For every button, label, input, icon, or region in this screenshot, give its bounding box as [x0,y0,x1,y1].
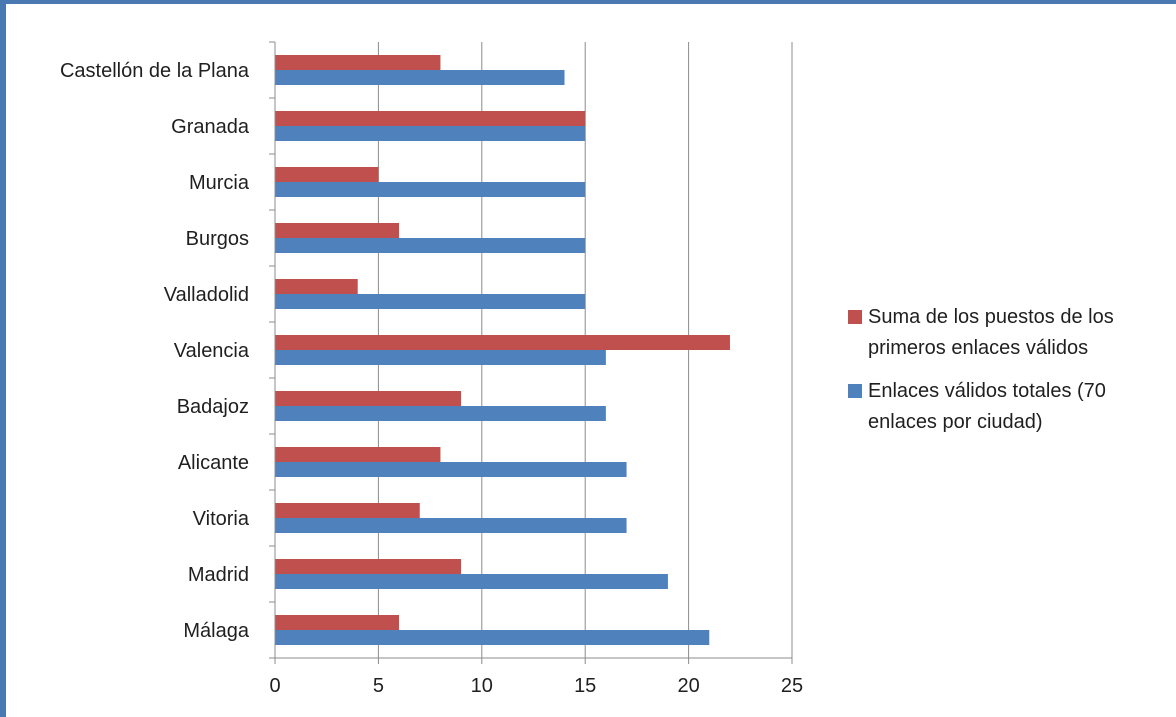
x-tick-label-5: 5 [373,675,384,697]
category-labels: Castellón de la Plana Granada Murcia Burgos… [60,60,250,642]
category-label: Badajoz [177,396,249,418]
legend-swatch-positions [848,310,862,324]
bar-positions-1 [275,55,441,70]
bar-positions-11 [275,615,400,630]
bar-positions-7 [275,391,462,406]
bar-total-links-1 [275,70,565,85]
x-tick-label-20: 20 [677,675,699,697]
bar-positions-9 [275,503,420,518]
bar-total-links-8 [275,462,627,477]
legend-label-total-links: Enlaces válidos totales (70 enlaces por … [868,380,1106,433]
legend-label-positions: Suma de los puestos de los primeros enla… [868,306,1114,359]
category-label: Málaga [183,620,249,642]
category-label: Burgos [186,228,249,250]
bar-total-links-9 [275,518,627,533]
category-label: Granada [171,116,250,138]
x-tick-label-25: 25 [781,675,803,697]
bar-total-links-2 [275,126,586,141]
legend-item-positions: Suma de los puestos de los primeros enla… [848,302,1168,364]
bar-total-links-7 [275,406,606,421]
bar-total-links-5 [275,294,586,309]
x-tick-label-0: 0 [269,675,280,697]
category-label: Alicante [178,452,249,474]
x-tick-label-15: 15 [574,675,596,697]
bar-positions-6 [275,335,730,350]
tick-labels: 0 5 10 15 20 25 [269,675,803,697]
bar-total-links-6 [275,350,606,365]
bar-total-links-10 [275,574,668,589]
legend-item-total-links: Enlaces válidos totales (70 enlaces por … [848,376,1168,438]
x-tick-label-10: 10 [471,675,493,697]
bar-positions-4 [275,223,400,238]
legend-swatch-total-links [848,384,862,398]
axes [269,41,793,664]
category-label: Madrid [188,564,249,586]
bar-positions-3 [275,167,379,182]
bar-positions-8 [275,447,441,462]
bars [275,55,730,645]
bar-positions-10 [275,559,462,574]
category-label: Murcia [189,172,250,194]
bar-positions-5 [275,279,358,294]
category-label: Vitoria [193,508,250,530]
bar-positions-2 [275,111,586,126]
category-label: Valladolid [164,284,249,306]
category-label: Valencia [174,340,250,362]
category-label: Castellón de la Plana [60,60,250,82]
legend: Suma de los puestos de los primeros enla… [848,302,1168,450]
bar-total-links-11 [275,630,710,645]
bar-total-links-3 [275,182,586,197]
bar-total-links-4 [275,238,586,253]
